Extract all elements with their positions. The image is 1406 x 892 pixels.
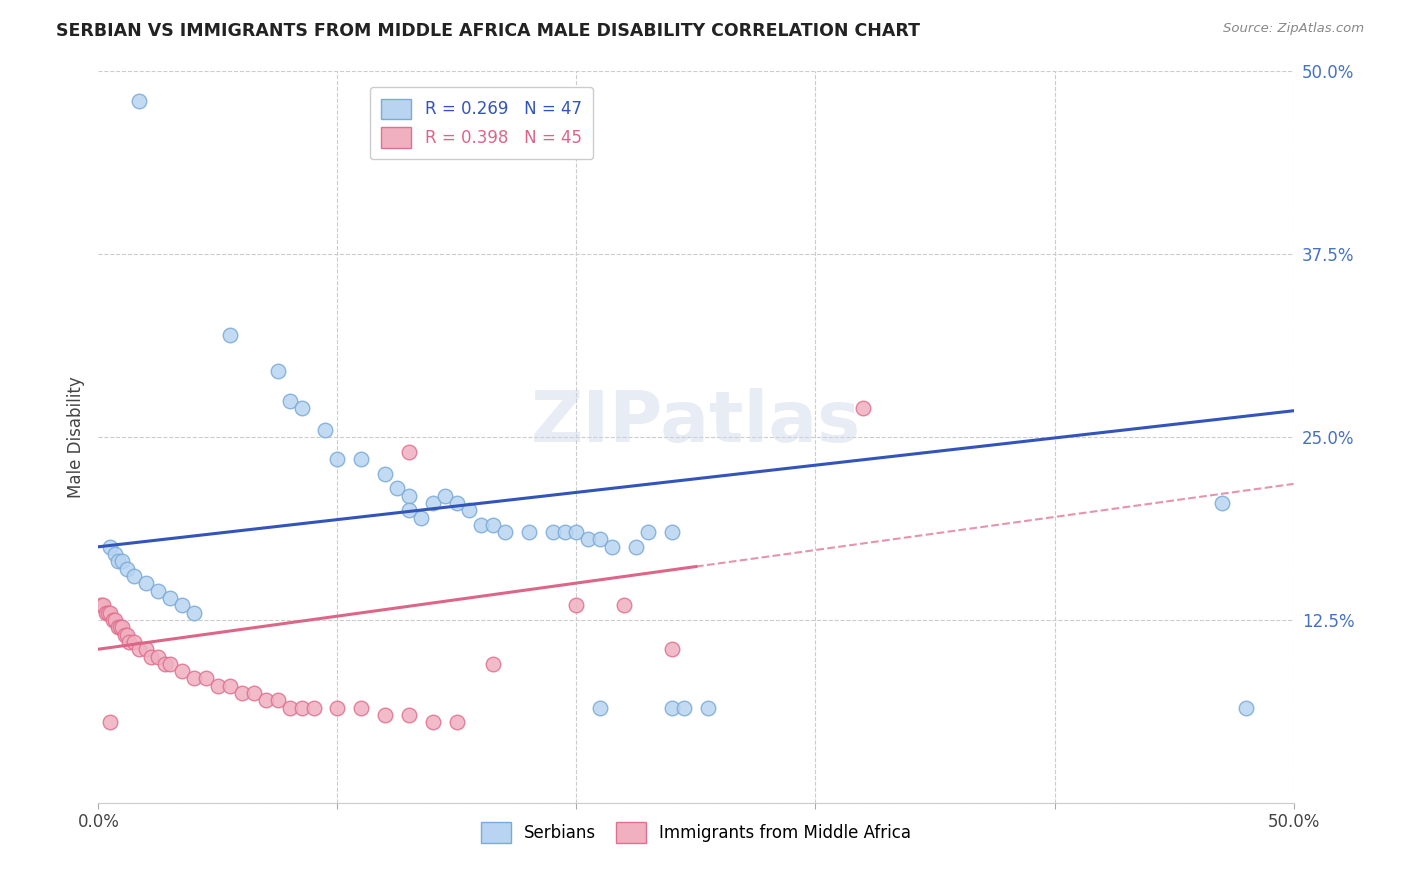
Point [446,496,468,510]
Point [98,715,122,730]
Point [97,606,120,620]
Point [852,401,875,415]
Point [98,540,122,554]
Point [385,481,409,495]
Point [107,554,129,568]
Point [637,525,659,540]
Point [411,510,433,524]
Point [326,700,349,714]
Point [565,525,588,540]
Point [135,576,157,591]
Point [128,642,150,657]
Point [350,700,373,714]
Point [267,693,290,707]
Point [115,562,138,576]
Point [494,525,516,540]
Point [481,517,505,532]
Point [350,452,373,467]
Point [104,613,127,627]
Point [398,489,420,503]
Point [398,444,420,458]
Point [243,686,266,700]
Point [302,700,325,714]
Point [673,700,696,714]
Point [578,533,600,547]
Point [115,627,138,641]
Point [101,613,124,627]
Point [195,672,218,686]
Point [626,540,648,554]
Point [148,649,170,664]
Point [589,533,612,547]
Legend: Serbians, Immigrants from Middle Africa: Serbians, Immigrants from Middle Africa [474,815,918,849]
Text: SERBIAN VS IMMIGRANTS FROM MIDDLE AFRICA MALE DISABILITY CORRELATION CHART: SERBIAN VS IMMIGRANTS FROM MIDDLE AFRICA… [56,22,921,40]
Point [398,503,420,517]
Point [124,569,146,583]
Point [111,554,134,568]
Point [458,503,481,517]
Point [291,401,314,415]
Point [697,700,720,714]
Point [326,452,349,467]
Point [207,679,229,693]
Point [422,496,444,510]
Point [602,540,624,554]
Point [254,693,277,707]
Text: ZIPatlas: ZIPatlas [531,388,860,457]
Point [541,525,564,540]
Point [114,627,136,641]
Point [148,583,170,598]
Point [398,708,420,723]
Point [374,708,396,723]
Point [554,525,576,540]
Point [135,642,157,657]
Point [1211,496,1233,510]
Point [183,672,205,686]
Point [91,599,114,613]
Y-axis label: Male Disability: Male Disability [66,376,84,498]
Point [613,599,636,613]
Point [565,599,588,613]
Point [219,327,242,342]
Point [111,620,134,634]
Point [183,606,205,620]
Point [517,525,540,540]
Point [108,620,131,634]
Point [267,364,290,378]
Point [107,620,129,634]
Point [118,635,141,649]
Point [94,606,117,620]
Point [231,686,253,700]
Point [422,715,444,730]
Point [139,649,162,664]
Point [159,591,181,605]
Point [128,94,150,108]
Text: Source: ZipAtlas.com: Source: ZipAtlas.com [1223,22,1364,36]
Point [155,657,177,671]
Point [172,599,194,613]
Point [278,700,301,714]
Point [470,517,492,532]
Point [90,599,112,613]
Point [291,700,314,714]
Point [98,606,122,620]
Point [124,635,146,649]
Point [661,642,683,657]
Point [1234,700,1257,714]
Point [446,715,468,730]
Point [589,700,612,714]
Point [661,700,683,714]
Point [219,679,242,693]
Point [661,525,683,540]
Point [374,467,396,481]
Point [481,657,505,671]
Point [104,547,127,561]
Point [315,423,337,437]
Point [159,657,181,671]
Point [172,664,194,678]
Point [434,489,457,503]
Point [278,393,301,408]
